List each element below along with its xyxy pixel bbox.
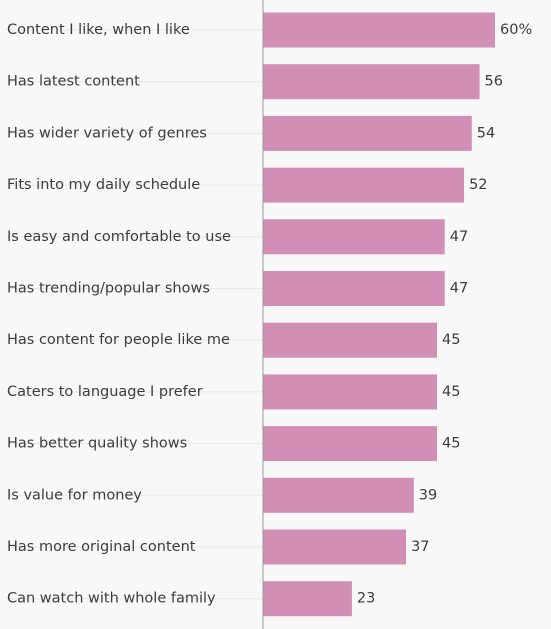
bar	[263, 271, 445, 306]
category-label: Is value for money	[7, 487, 142, 503]
category-label: Content I like, when I like	[7, 22, 190, 38]
category-label: Has latest content	[7, 74, 140, 90]
category-label: Has trending/popular shows	[7, 281, 210, 297]
category-label: Fits into my daily schedule	[7, 177, 200, 193]
bar	[263, 426, 437, 462]
value-label: 54	[477, 125, 495, 141]
category-label: Caters to language I prefer	[7, 384, 203, 400]
value-label: 47	[450, 229, 468, 245]
value-label: 37	[411, 539, 429, 555]
value-labels: 60% 56 54 52 47 47 45 45 45 39 37 23	[357, 22, 532, 607]
bar	[263, 219, 445, 255]
bars	[263, 12, 495, 617]
bar	[263, 581, 352, 617]
value-label: 23	[357, 591, 375, 607]
bar	[263, 322, 437, 358]
category-label: Has more original content	[7, 539, 196, 555]
value-label: 45	[442, 436, 460, 452]
value-label: 47	[450, 281, 468, 297]
value-label: 39	[419, 487, 437, 503]
bar	[263, 477, 414, 513]
value-label: 56	[485, 74, 503, 90]
value-label: 45	[442, 332, 460, 348]
bar	[263, 64, 480, 100]
bar	[263, 115, 472, 151]
category-labels: Content I like, when I like Has latest co…	[7, 22, 231, 607]
value-label: 60%	[500, 22, 532, 38]
value-label: 52	[469, 177, 487, 193]
row-guides	[7, 29, 263, 600]
value-label: 45	[442, 384, 460, 400]
bar	[263, 374, 437, 410]
category-label: Is easy and comfortable to use	[7, 229, 231, 245]
bar	[263, 529, 407, 565]
category-label: Has wider variety of genres	[7, 125, 207, 141]
category-label: Has better quality shows	[7, 436, 187, 452]
category-label: Can watch with whole family	[7, 591, 216, 607]
bar	[263, 12, 495, 48]
category-label: Has content for people like me	[7, 332, 230, 348]
bar	[263, 167, 465, 203]
